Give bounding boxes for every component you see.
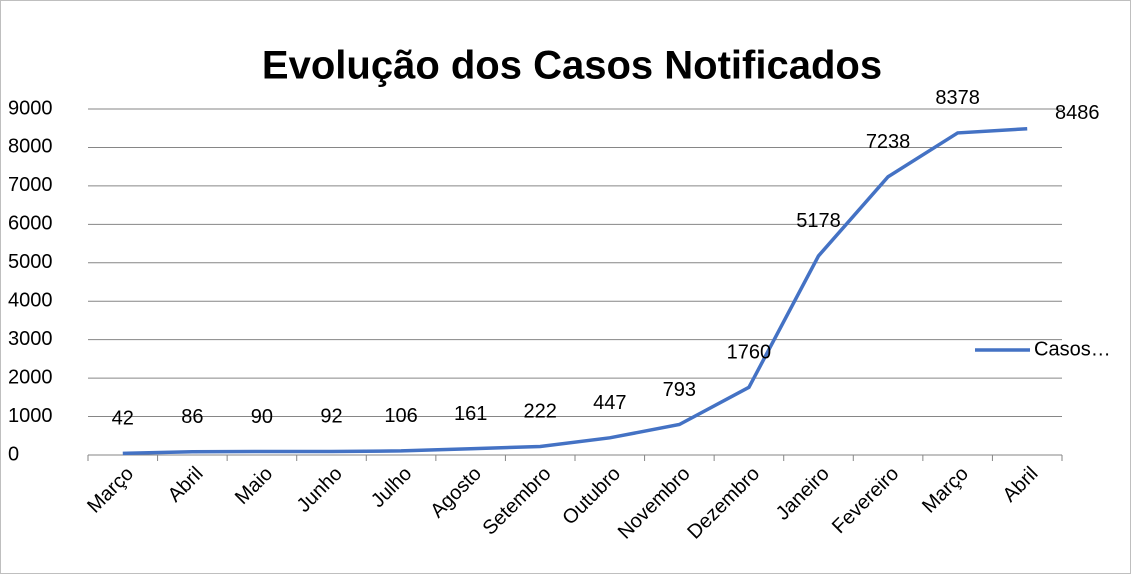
data-label: 106 — [384, 405, 417, 427]
data-label: 90 — [251, 406, 273, 428]
data-label: 161 — [454, 403, 487, 425]
y-tick-label: 3000 — [8, 328, 53, 350]
data-label: 8486 — [1055, 102, 1100, 124]
y-tick-label: 5000 — [8, 251, 53, 273]
y-tick-label: 2000 — [8, 366, 53, 388]
legend-label: Casos… — [1034, 338, 1111, 360]
y-tick-label: 7000 — [8, 174, 53, 196]
y-tick-label: 0 — [8, 443, 19, 465]
data-label: 42 — [112, 408, 134, 430]
y-tick-label: 6000 — [8, 213, 53, 235]
data-label: 447 — [593, 392, 626, 414]
data-label: 8378 — [935, 87, 980, 109]
chart-title: Evolução dos Casos Notificados — [262, 44, 882, 88]
y-tick-label: 1000 — [8, 405, 53, 427]
data-label: 222 — [524, 401, 557, 423]
data-label: 793 — [663, 379, 696, 401]
y-tick-label: 9000 — [8, 97, 53, 119]
data-label: 86 — [181, 406, 203, 428]
y-tick-label: 8000 — [8, 136, 53, 158]
line — [122, 127, 1028, 456]
y-tick-label: 4000 — [8, 290, 53, 312]
data-label: 5178 — [796, 210, 841, 232]
data-label: 7238 — [866, 131, 911, 153]
data-label: 92 — [320, 406, 342, 428]
data-label: 1760 — [727, 342, 772, 364]
